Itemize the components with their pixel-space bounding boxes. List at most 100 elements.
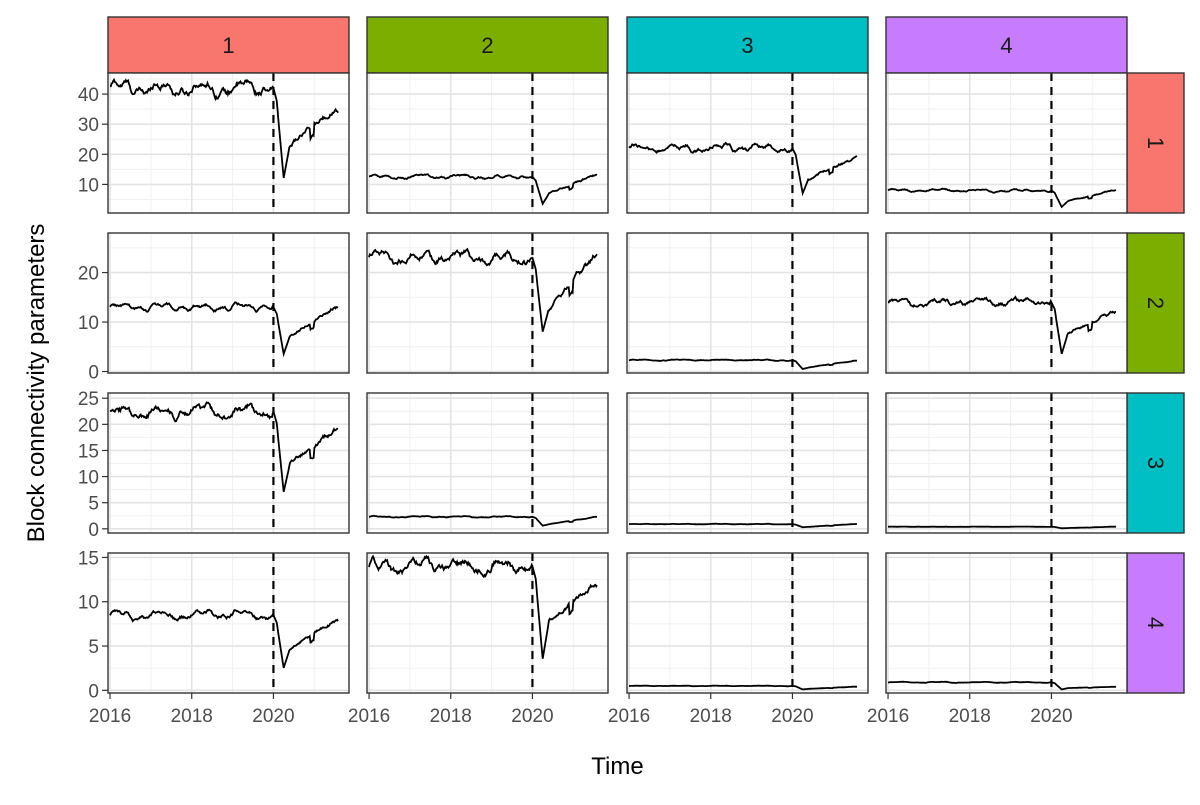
y-tick-label: 10	[78, 593, 99, 614]
x-tick-label: 2018	[949, 706, 991, 727]
panel-border	[366, 232, 609, 374]
panel-r2-c1	[107, 232, 350, 374]
panel-border	[626, 232, 869, 374]
x-tick-label: 2018	[430, 706, 472, 727]
series-line	[109, 77, 339, 179]
panel-border	[107, 72, 350, 214]
x-tick-label: 2020	[1030, 706, 1072, 727]
panel-bg	[367, 73, 608, 213]
x-tick-label: 2020	[771, 706, 813, 727]
panel-r1-c3	[626, 72, 869, 214]
panel-r4-c4	[885, 552, 1128, 694]
series-line	[628, 358, 858, 370]
panel-r1-c4	[885, 72, 1128, 214]
panel-border	[626, 392, 869, 534]
col-strip-label-3: 3	[741, 33, 753, 58]
series-line	[629, 522, 857, 529]
row-strip-label-1: 1	[1143, 137, 1168, 149]
x-tick-label: 2016	[867, 706, 909, 727]
y-tick-label: 10	[78, 175, 99, 196]
series-line	[109, 301, 339, 358]
series-line	[368, 514, 597, 527]
panel-r3-c4	[885, 392, 1128, 534]
col-strip-label-4: 4	[1000, 33, 1012, 58]
row-strip-3	[1126, 392, 1185, 534]
series-line	[887, 295, 1116, 355]
y-tick-label: 5	[88, 637, 99, 658]
y-tick-label: 0	[88, 681, 99, 702]
series-line	[368, 247, 598, 332]
x-axis-title: Time	[591, 753, 643, 780]
row-strip-label-4: 4	[1143, 617, 1168, 629]
row-strip-1	[1126, 72, 1185, 214]
series-line	[109, 401, 339, 492]
panel-bg	[108, 73, 349, 213]
panel-r3-c2	[366, 392, 609, 534]
panel-border	[885, 72, 1128, 214]
col-strip-1	[107, 16, 350, 74]
y-tick-label: 0	[88, 520, 99, 541]
panel-border	[107, 392, 350, 534]
panel-border	[885, 392, 1128, 534]
x-tick-label: 2020	[511, 706, 553, 727]
panel-bg	[886, 553, 1127, 693]
panel-bg	[367, 393, 608, 533]
panel-bg	[627, 73, 868, 213]
panel-border	[366, 72, 609, 214]
series-line	[887, 187, 1117, 209]
panel-bg	[108, 233, 349, 373]
series-line	[628, 684, 858, 691]
x-tick-label: 2020	[252, 706, 294, 727]
y-tick-label: 10	[78, 468, 99, 489]
panel-r4-c2	[366, 552, 609, 694]
y-tick-label: 20	[78, 415, 99, 436]
panel-r4-c1	[107, 552, 350, 694]
panel-bg	[627, 553, 868, 693]
series-line	[628, 141, 858, 197]
panel-bg	[886, 73, 1127, 213]
panel-border	[107, 232, 350, 374]
y-tick-label: 15	[78, 441, 99, 462]
col-strip-2	[366, 16, 609, 74]
panel-bg	[367, 553, 608, 693]
panel-r4-c3	[626, 552, 869, 694]
y-tick-label: 20	[78, 145, 99, 166]
panel-border	[885, 232, 1128, 374]
x-tick-label: 2016	[89, 706, 131, 727]
row-strip-label-3: 3	[1143, 457, 1168, 469]
panel-border	[107, 552, 350, 694]
series-line	[887, 680, 1116, 691]
y-tick-label: 10	[78, 313, 99, 334]
y-tick-label: 20	[78, 264, 99, 285]
col-strip-label-2: 2	[481, 33, 493, 58]
col-strip-3	[626, 16, 869, 74]
y-tick-label: 15	[78, 548, 99, 569]
y-tick-label: 40	[78, 85, 99, 106]
y-tick-label: 5	[88, 494, 99, 515]
x-tick-label: 2016	[348, 706, 390, 727]
panel-border	[626, 552, 869, 694]
panel-r3-c1	[107, 392, 350, 534]
series-line	[368, 173, 598, 206]
y-tick-label: 0	[88, 363, 99, 384]
series-line	[109, 608, 339, 669]
panel-r2-c4	[885, 232, 1128, 374]
panel-bg	[627, 233, 868, 373]
x-tick-label: 2018	[690, 706, 732, 727]
panel-bg	[108, 553, 349, 693]
panel-r2-c3	[626, 232, 869, 374]
col-strip-label-1: 1	[222, 33, 234, 58]
y-tick-label: 25	[78, 389, 99, 410]
panel-bg	[108, 393, 349, 533]
panel-border	[366, 392, 609, 534]
panel-r1-c2	[366, 72, 609, 214]
panel-r1-c1	[107, 72, 350, 214]
panel-border	[626, 72, 869, 214]
row-strip-label-2: 2	[1143, 297, 1168, 309]
panel-r2-c2	[366, 232, 609, 374]
series-line	[888, 525, 1116, 530]
panel-bg	[627, 393, 868, 533]
panel-r3-c3	[626, 392, 869, 534]
